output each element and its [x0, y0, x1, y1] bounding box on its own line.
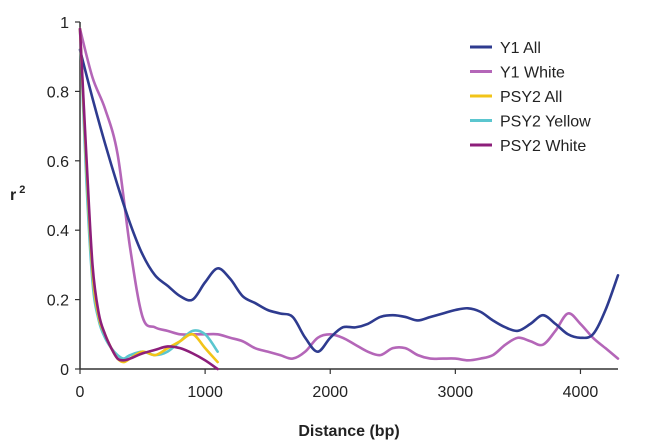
- series-line-y1-white: [78, 27, 620, 362]
- x-axis-title: Distance (bp): [298, 423, 399, 440]
- y-tick-label: 0.6: [47, 154, 69, 171]
- x-tick-label: 3000: [438, 384, 474, 401]
- series-line-y1-all: [78, 48, 620, 353]
- y-tick-label: 0.4: [47, 223, 69, 240]
- legend-label-psy2-white: PSY2 White: [500, 138, 586, 155]
- y-tick-label: 0: [60, 362, 69, 379]
- axes: [79, 22, 618, 370]
- ticks: 0 1000 2000 3000 4000 0 0.2 0.4 0.6 0.8 1: [47, 15, 599, 401]
- legend-label-psy2-yellow: PSY2 Yellow: [500, 114, 591, 131]
- legend: Y1 All Y1 White PSY2 All PSY2 Yellow PSY2 Wh…: [470, 40, 591, 155]
- x-tick-label: 1000: [187, 384, 223, 401]
- series-line-psy2-all: [78, 27, 219, 364]
- legend-label-y1-white: Y1 White: [500, 65, 565, 82]
- y-tick-label: 0.8: [47, 84, 69, 101]
- series-group: [78, 27, 620, 371]
- y-tick-label: 1: [60, 15, 69, 32]
- y-axis-title-main: r: [10, 187, 16, 204]
- y-tick-label: 0.2: [47, 293, 69, 310]
- series-line-psy2-yellow: [78, 27, 219, 360]
- legend-label-psy2-all: PSY2 All: [500, 89, 562, 106]
- series-line-psy2-white: [78, 27, 219, 371]
- y-axis-title-superscript: 2: [19, 184, 25, 196]
- x-tick-label: 0: [76, 384, 85, 401]
- x-tick-label: 4000: [563, 384, 599, 401]
- x-tick-label: 2000: [312, 384, 348, 401]
- legend-label-y1-all: Y1 All: [500, 40, 541, 57]
